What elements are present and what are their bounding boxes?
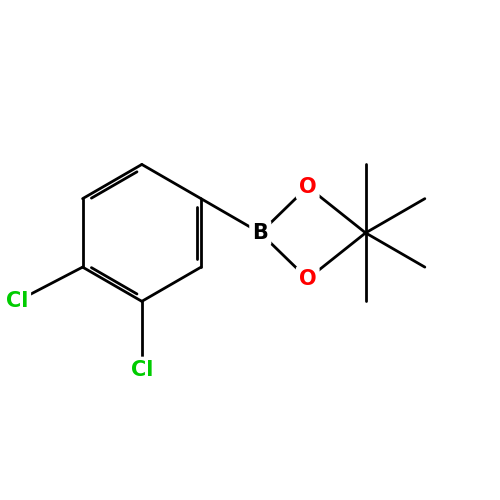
Text: O: O [299, 177, 316, 197]
Text: B: B [252, 223, 268, 243]
Text: O: O [299, 269, 316, 289]
Text: Cl: Cl [130, 360, 153, 380]
Text: Cl: Cl [6, 292, 28, 312]
